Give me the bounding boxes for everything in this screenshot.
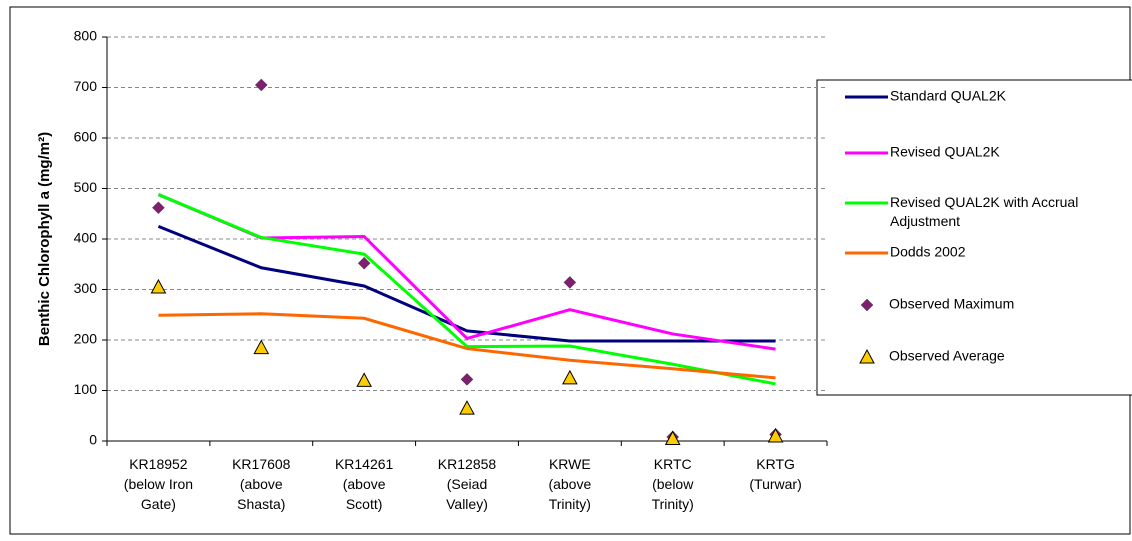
x-tick-label: KR14261 (above Scott) [335,456,394,512]
data-point [562,369,578,385]
legend-label: Observed Average [889,348,1005,364]
legend-label: Dodds 2002 [890,244,966,260]
legend-label: Revised QUAL2K [890,144,1000,160]
legend-label: Standard QUAL2K [890,88,1007,104]
legend-swatch [859,348,875,364]
data-point [460,373,474,386]
y-tick-label: 100 [74,381,98,397]
y-tick-label: 200 [74,331,98,347]
data-point [254,78,268,92]
y-tick-label: 400 [74,230,98,246]
series-line [157,193,776,386]
data-point [459,400,475,415]
legend-label: Revised QUAL2K with Accrual Adjustment [890,194,1078,229]
data-point [357,256,371,270]
data-point [253,339,270,355]
data-point [356,372,372,387]
legend-swatch [860,298,874,312]
series-line [158,312,776,380]
data-point [563,276,577,289]
legend: Standard QUAL2K Revised QUAL2K Revised QUA… [845,88,1078,364]
y-tick-label: 500 [74,179,98,195]
data-point [664,430,681,445]
data-point [150,278,167,294]
y-tick-label: 0 [89,432,97,448]
y-tick-label: 600 [74,129,98,145]
y-tick-label: 700 [74,78,98,94]
x-tick-label: KRTC (below Trinity) [652,456,695,512]
x-tick-label: KR18952 (below Iron Gate) [124,456,193,512]
x-tick-label: KRWE (above Trinity) [548,456,591,512]
y-tick-label: 300 [74,280,98,296]
data-point [767,427,784,443]
y-axis-label: Benthic Chlorophyll a (mg/m²) [36,132,53,346]
x-tick-label: KRTG (Turwar) [749,456,801,492]
series-line [157,193,776,351]
x-tick-label: KR17608 (above Shasta) [232,456,291,512]
y-tick-label: 800 [74,28,98,44]
legend-box [816,79,1132,396]
x-tick-label: KR12858 (Seiad Valley) [438,456,497,512]
legend-label: Observed Maximum [889,296,1014,312]
series-line [157,224,776,343]
data-point [152,201,165,215]
